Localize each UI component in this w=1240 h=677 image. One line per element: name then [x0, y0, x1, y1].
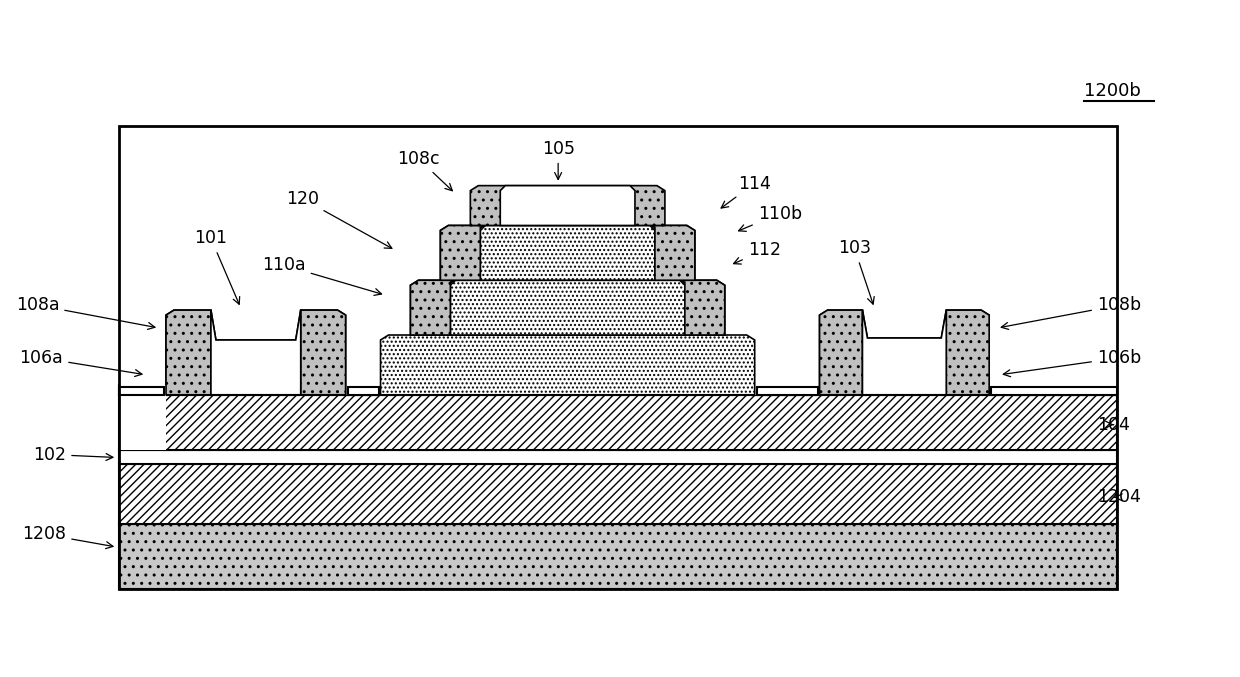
- Polygon shape: [650, 225, 694, 280]
- Polygon shape: [166, 310, 346, 395]
- Polygon shape: [863, 310, 946, 395]
- Bar: [119, 387, 164, 395]
- Bar: [756, 387, 817, 395]
- Text: 108b: 108b: [1001, 296, 1141, 330]
- Bar: [119, 335, 166, 395]
- Bar: [755, 335, 820, 395]
- Polygon shape: [381, 335, 755, 395]
- Polygon shape: [301, 310, 346, 395]
- Polygon shape: [211, 310, 301, 395]
- Polygon shape: [680, 280, 724, 335]
- Text: 120: 120: [285, 190, 392, 248]
- Polygon shape: [470, 185, 665, 225]
- Text: 1204: 1204: [1097, 488, 1141, 506]
- Text: 101: 101: [195, 230, 239, 304]
- Polygon shape: [410, 280, 724, 335]
- Text: 112: 112: [734, 242, 781, 264]
- Text: 104: 104: [1097, 416, 1130, 434]
- Bar: [119, 395, 166, 450]
- Bar: [119, 524, 1117, 589]
- Text: 106a: 106a: [20, 349, 141, 376]
- Bar: [990, 335, 1117, 395]
- Polygon shape: [450, 280, 684, 335]
- Bar: [346, 335, 381, 395]
- Text: 108a: 108a: [16, 296, 155, 330]
- Bar: [119, 126, 1117, 589]
- Polygon shape: [946, 310, 990, 395]
- Polygon shape: [440, 225, 485, 280]
- Text: 114: 114: [722, 175, 770, 208]
- Text: 110a: 110a: [262, 257, 382, 295]
- Polygon shape: [500, 185, 635, 225]
- Bar: [119, 385, 166, 395]
- Text: 116: 116: [644, 331, 677, 355]
- Bar: [991, 387, 1117, 395]
- Polygon shape: [410, 280, 455, 335]
- Text: 105: 105: [542, 139, 574, 179]
- Bar: [119, 450, 1117, 464]
- Bar: [119, 385, 1117, 395]
- Text: 103: 103: [838, 240, 874, 304]
- Polygon shape: [820, 310, 863, 395]
- Text: 110b: 110b: [739, 204, 802, 232]
- Polygon shape: [166, 310, 211, 395]
- Text: 102: 102: [33, 445, 113, 464]
- Bar: [347, 387, 378, 395]
- Text: 106b: 106b: [1003, 349, 1141, 376]
- Polygon shape: [440, 225, 694, 280]
- Polygon shape: [820, 310, 990, 395]
- Bar: [119, 395, 1117, 450]
- Text: 1200b: 1200b: [1084, 82, 1141, 100]
- Bar: [119, 464, 1117, 524]
- Text: 1208: 1208: [22, 525, 113, 548]
- Polygon shape: [480, 225, 655, 280]
- Text: 108c: 108c: [397, 150, 453, 191]
